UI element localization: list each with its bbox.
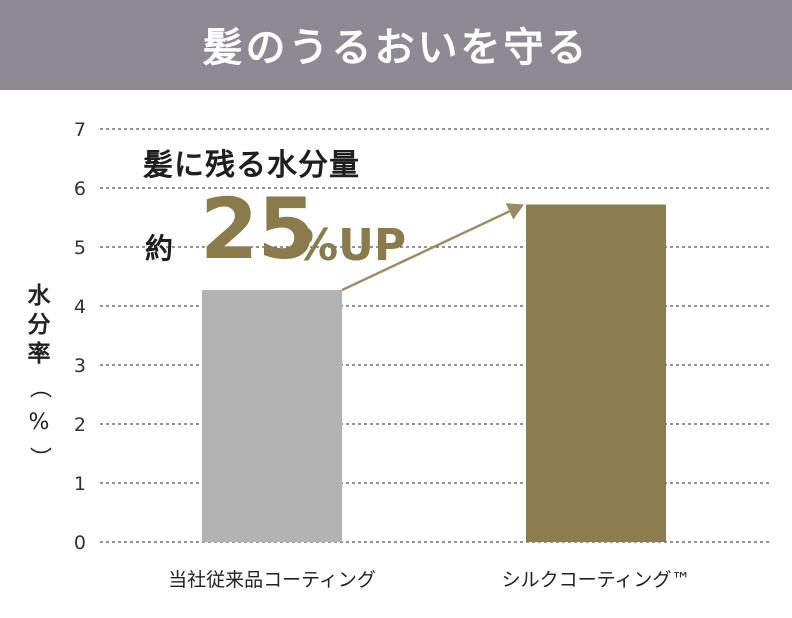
annotation-suffix: %UP xyxy=(294,220,407,271)
bar xyxy=(526,204,666,542)
y-axis-label-char: 率 xyxy=(27,341,51,367)
y-axis-label-char: % xyxy=(28,410,50,435)
y-tick-label: 3 xyxy=(74,355,86,377)
increase-arrow-line xyxy=(341,210,511,292)
increase-arrow-head xyxy=(505,203,524,220)
y-axis-label-paren: （ xyxy=(26,376,52,399)
y-tick-label: 0 xyxy=(74,532,86,554)
y-tick-label: 2 xyxy=(74,414,86,436)
y-tick-label: 6 xyxy=(74,178,86,200)
bar xyxy=(202,290,342,542)
y-axis-label-paren: ） xyxy=(26,446,52,469)
annotation-title: 髪に残る水分量 xyxy=(143,148,360,183)
y-tick-label: 7 xyxy=(74,119,86,141)
annotation-prefix: 約 xyxy=(145,232,174,265)
title-banner: 髪のうるおいを守る xyxy=(0,0,792,90)
y-axis-label: 水 分 率 （ % ） xyxy=(14,282,64,476)
x-category-label: 当社従来品コーティング xyxy=(168,569,376,591)
banner-title: 髪のうるおいを守る xyxy=(202,25,590,71)
y-tick-label: 5 xyxy=(74,237,86,259)
x-category-label: シルクコーティング™ xyxy=(502,569,691,591)
y-axis-label-char: 分 xyxy=(27,312,51,338)
annotation-value: 25 xyxy=(200,180,316,278)
y-tick-label: 4 xyxy=(74,296,86,318)
y-axis-label-char: 水 xyxy=(27,283,51,309)
y-tick-label: 1 xyxy=(74,473,86,495)
